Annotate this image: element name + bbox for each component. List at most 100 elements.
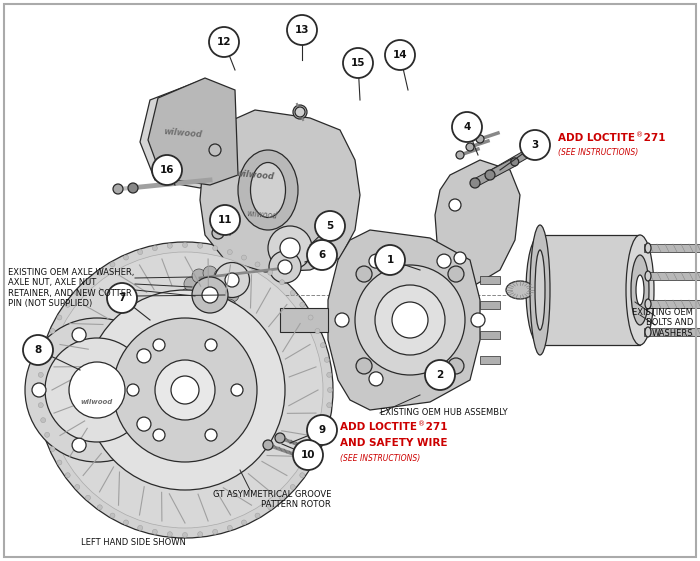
Circle shape [300,302,304,307]
Circle shape [425,360,455,390]
Circle shape [50,447,55,452]
Polygon shape [480,276,500,284]
Circle shape [241,520,246,525]
Circle shape [280,238,300,258]
Circle shape [470,178,480,188]
Circle shape [315,211,345,241]
Circle shape [45,433,50,438]
Circle shape [85,280,90,285]
Circle shape [268,226,312,270]
Circle shape [335,313,349,327]
Text: wilwood: wilwood [246,209,278,221]
Circle shape [485,170,495,180]
Circle shape [209,27,239,57]
Text: 11: 11 [218,215,232,225]
Text: 12: 12 [217,37,231,47]
Polygon shape [540,235,640,345]
Ellipse shape [645,299,651,309]
Circle shape [356,266,372,282]
Text: 10: 10 [301,450,315,460]
Circle shape [138,250,143,255]
Circle shape [324,357,329,362]
Ellipse shape [636,275,644,305]
Circle shape [97,270,102,275]
Polygon shape [148,78,238,185]
Text: ®: ® [418,421,425,427]
Circle shape [197,243,203,249]
Circle shape [437,254,451,268]
Polygon shape [644,300,700,308]
Circle shape [295,107,305,117]
Circle shape [184,299,198,313]
Polygon shape [644,244,700,252]
Circle shape [267,505,273,510]
Circle shape [45,343,50,348]
Circle shape [275,433,285,443]
Circle shape [520,130,550,160]
Circle shape [203,310,217,324]
Circle shape [192,307,206,321]
Circle shape [321,433,326,438]
Circle shape [41,417,46,422]
Circle shape [328,388,332,393]
Text: 9: 9 [318,425,326,435]
Circle shape [72,328,86,342]
Polygon shape [435,160,520,285]
Ellipse shape [506,281,534,299]
Text: 4: 4 [463,122,470,132]
Text: 3: 3 [531,140,538,150]
Circle shape [127,384,139,396]
Circle shape [385,40,415,70]
Circle shape [511,158,519,166]
Circle shape [152,155,182,185]
Circle shape [197,532,203,537]
Circle shape [307,240,337,270]
Circle shape [449,199,461,211]
Circle shape [138,526,143,530]
Circle shape [57,460,62,465]
Text: ADD LOCTITE: ADD LOCTITE [340,422,417,432]
Circle shape [315,329,320,334]
Circle shape [213,246,218,251]
Text: ®: ® [636,132,643,138]
Circle shape [183,242,188,247]
Circle shape [85,290,285,490]
Circle shape [241,255,246,260]
Text: AND SAFETY WIRE: AND SAFETY WIRE [340,438,447,448]
Circle shape [128,183,138,193]
Polygon shape [200,110,360,272]
Circle shape [203,266,217,280]
Circle shape [153,246,158,251]
Ellipse shape [626,235,654,345]
Circle shape [25,318,169,462]
Circle shape [324,417,329,422]
Polygon shape [140,80,218,188]
Circle shape [293,440,323,470]
Text: 13: 13 [295,25,309,35]
Circle shape [267,270,273,275]
Text: EXISTING OEM HUB ASSEMBLY: EXISTING OEM HUB ASSEMBLY [380,408,508,417]
Ellipse shape [238,150,298,230]
Circle shape [69,362,125,418]
Circle shape [287,15,317,45]
Text: 271: 271 [422,422,447,432]
Circle shape [278,260,292,274]
Circle shape [50,329,55,334]
Text: 15: 15 [351,58,365,68]
Ellipse shape [293,105,307,119]
Ellipse shape [251,163,286,218]
Circle shape [38,373,43,378]
Text: wilwood: wilwood [81,399,113,405]
Circle shape [47,252,323,528]
Ellipse shape [526,235,554,345]
Circle shape [228,250,232,255]
Circle shape [290,485,295,490]
Circle shape [45,338,149,442]
Circle shape [437,372,451,386]
Circle shape [107,283,137,313]
Text: GT ASYMMETRICAL GROOVE
PATTERN ROTOR: GT ASYMMETRICAL GROOVE PATTERN ROTOR [213,490,331,509]
Circle shape [210,205,240,235]
Circle shape [355,265,465,375]
Circle shape [356,358,372,374]
Circle shape [110,262,115,267]
